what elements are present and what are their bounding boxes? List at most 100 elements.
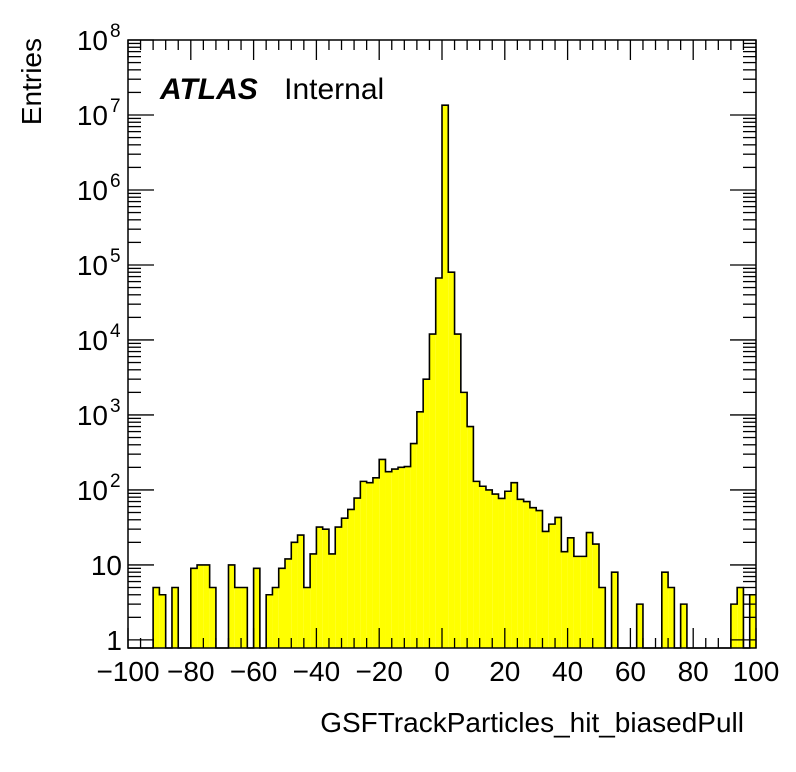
- histogram-bar: [536, 510, 543, 648]
- atlas-label: ATLAS Internal: [159, 73, 384, 106]
- histogram-bar: [328, 553, 336, 648]
- y-tick-label: 10: [91, 550, 122, 581]
- y-tick-exponent: 8: [110, 21, 121, 42]
- histogram-bar: [511, 482, 518, 648]
- histogram-bar: [197, 564, 204, 648]
- histogram-bar: [592, 544, 599, 648]
- histogram-bar: [171, 587, 179, 648]
- histogram-bar: [278, 568, 285, 648]
- histogram-bar: [429, 334, 436, 648]
- histogram-bar: [567, 537, 574, 648]
- histogram-bar: [335, 527, 342, 648]
- atlas-label-bold: ATLAS: [159, 73, 258, 106]
- y-tick-exponent: 6: [110, 171, 121, 192]
- y-tick-label: 10: [77, 175, 108, 206]
- histogram-bar: [504, 491, 512, 648]
- histogram-bar: [636, 604, 643, 648]
- histogram-bar: [473, 481, 480, 648]
- histogram-bar: [611, 572, 618, 648]
- x-tick-label: 80: [678, 656, 709, 687]
- histogram-bars: [128, 104, 756, 649]
- x-tick-label: 100: [733, 656, 780, 687]
- histogram-bar: [398, 467, 405, 648]
- histogram-bar: [297, 535, 304, 648]
- histogram-bar: [266, 594, 273, 648]
- histogram-bar: [303, 587, 311, 648]
- x-tick-label: −40: [293, 656, 341, 687]
- histogram-bar: [730, 604, 738, 648]
- histogram-bar: [561, 551, 568, 648]
- y-axis-label: Entries: [16, 38, 47, 125]
- histogram-bar: [341, 518, 348, 648]
- histogram-bar: [467, 426, 474, 648]
- histogram-bar: [209, 587, 216, 648]
- x-tick-label: −60: [230, 656, 278, 687]
- histogram-bar: [448, 272, 455, 648]
- histogram-bar: [159, 594, 166, 648]
- histogram-bar: [555, 517, 562, 648]
- histogram-bar: [423, 379, 430, 648]
- histogram-bar: [360, 481, 367, 648]
- histogram-bar: [391, 469, 399, 648]
- y-tick-exponent: 5: [110, 246, 121, 267]
- x-tick-label: −80: [167, 656, 215, 687]
- histogram-bar: [385, 471, 392, 648]
- y-tick-exponent: 2: [110, 471, 121, 492]
- x-tick-label: 0: [434, 656, 450, 687]
- histogram-bar: [310, 553, 317, 648]
- histogram-bar: [586, 532, 593, 648]
- y-tick-label: 1: [106, 625, 122, 656]
- histogram-bar: [291, 542, 298, 648]
- y-tick-exponent: 4: [110, 321, 121, 342]
- histogram-bar: [190, 568, 198, 648]
- histogram-bar: [492, 494, 499, 648]
- x-tick-label: 40: [552, 656, 583, 687]
- histogram-bar: [599, 587, 606, 648]
- y-tick-label: 10: [77, 400, 108, 431]
- y-tick-exponent: 3: [110, 396, 121, 417]
- y-tick-label: 10: [77, 25, 108, 56]
- histogram-bar: [241, 587, 248, 648]
- x-tick-label: 20: [489, 656, 520, 687]
- x-tick-labels: −100 −80 −60 −40 −20 0 20 40 60 80 100: [96, 656, 779, 687]
- histogram-bar: [523, 501, 530, 648]
- histogram-bar: [454, 334, 461, 648]
- histogram-bar: [460, 392, 468, 648]
- atlas-label-sublabel: Internal: [284, 73, 384, 106]
- histogram-bar: [410, 443, 417, 648]
- histogram-bar: [661, 572, 669, 648]
- histogram-bar: [416, 411, 424, 648]
- histogram-bar: [573, 556, 581, 648]
- histogram-bar: [347, 509, 355, 648]
- histogram-bar: [580, 556, 587, 648]
- histogram-bar: [548, 524, 556, 648]
- y-tick-label: 10: [77, 250, 108, 281]
- histogram-bar: [316, 527, 323, 648]
- axis-ticks: [127, 39, 757, 648]
- histogram-bar: [203, 564, 210, 648]
- histogram-bar: [498, 498, 505, 648]
- histogram-bar: [529, 507, 537, 648]
- histogram-bar: [253, 568, 260, 648]
- x-tick-label: −100: [96, 656, 159, 687]
- histogram-bar: [379, 459, 386, 648]
- histogram-bar: [749, 594, 756, 648]
- histogram-bar: [272, 587, 279, 648]
- histogram-bar: [479, 486, 486, 648]
- histogram-bar: [285, 558, 292, 648]
- histogram-bar: [435, 278, 442, 648]
- histogram-bar: [153, 587, 160, 648]
- histogram-bar: [234, 587, 242, 648]
- histogram-bar: [322, 529, 329, 648]
- histogram-bar: [485, 489, 493, 648]
- histogram-bar: [517, 499, 524, 648]
- y-tick-exponent: 7: [110, 96, 121, 117]
- histogram-bar: [668, 587, 675, 648]
- y-tick-label: 10: [77, 100, 108, 131]
- histogram-bar: [372, 477, 380, 648]
- x-tick-label: 60: [615, 656, 646, 687]
- x-tick-label: −20: [355, 656, 403, 687]
- histogram-bar: [737, 587, 744, 648]
